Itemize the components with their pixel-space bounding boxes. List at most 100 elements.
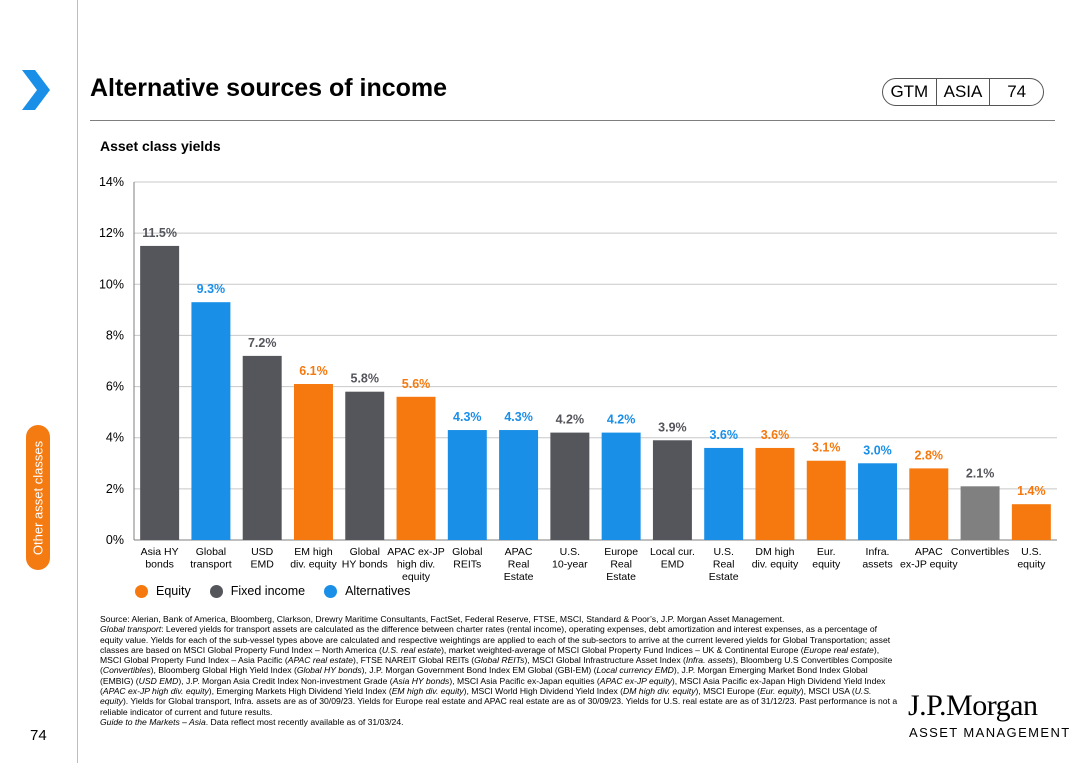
legend-dot-icon	[209, 584, 223, 598]
bar	[806, 460, 846, 540]
chart-legend: Equity Fixed income Alternatives	[135, 584, 429, 598]
bar	[601, 432, 641, 540]
note-run-5: ), MSCI Global Property Fund Index – Asi…	[100, 644, 880, 666]
title-divider	[90, 120, 1055, 121]
bar	[447, 430, 487, 540]
bar	[550, 432, 590, 540]
legend-item: Equity	[135, 584, 191, 598]
section-tab[interactable]: Other asset classes	[26, 425, 50, 570]
x-tick-label: Global HY bonds	[342, 546, 388, 571]
note-run-24: APAC ex-JP high div. equity	[102, 686, 209, 697]
x-tick-line: Global	[350, 546, 380, 558]
bar	[140, 245, 180, 540]
x-tick-label: USD EMD	[251, 546, 275, 571]
note-run-14: Global HY bonds	[296, 665, 362, 676]
x-tick-line: equity	[812, 559, 841, 571]
x-tick-line: Real	[610, 559, 632, 571]
x-tick-line: Estate	[709, 571, 739, 583]
note-run-4: Europe real estate	[803, 644, 874, 655]
x-tick-line: EM high	[294, 546, 333, 558]
x-tick-label: Europe Real Estate	[604, 546, 638, 583]
y-tick-label: 0%	[106, 533, 124, 547]
x-tick-line: U.S.	[1021, 546, 1041, 558]
bar	[499, 430, 539, 540]
x-tick-line: equity	[1017, 559, 1046, 571]
source-notes: Global transport: Levered yields for tra…	[100, 624, 900, 717]
y-tick-label: 8%	[106, 328, 124, 342]
x-tick-line: transport	[190, 559, 232, 571]
gtm-badge: GTM ASIA 74	[882, 78, 1044, 106]
note-run-31: ), MSCI USA (	[800, 686, 855, 697]
x-tick-line: Real	[713, 559, 735, 571]
x-tick-label: U.S. equity	[1017, 546, 1046, 571]
x-tick-line: Eur.	[817, 546, 836, 558]
note-run-0: Global transport	[100, 624, 162, 635]
note-run-32: U.S. equity	[100, 686, 872, 707]
note-run-13: ), Bloomberg Global High Yield Index (	[150, 665, 297, 676]
chart-title: Asset class yields	[100, 138, 221, 154]
note-run-6: APAC real estate	[287, 655, 353, 666]
x-tick-line: APAC	[505, 546, 533, 558]
x-tick-label: Asia HY bonds	[141, 546, 179, 571]
x-tick-line: EMD	[661, 559, 685, 571]
y-tick-label: 6%	[106, 380, 124, 394]
data-label: 7.2%	[248, 336, 277, 350]
x-tick-label: APAC Real Estate	[504, 546, 534, 583]
y-tick-label: 4%	[106, 431, 124, 445]
data-label: 4.2%	[556, 413, 585, 427]
data-label: 4.2%	[607, 413, 636, 427]
x-tick-label: Global REITs	[452, 546, 482, 571]
y-tick-label: 2%	[106, 482, 124, 496]
left-margin-rule	[77, 0, 78, 763]
note-run-1: : Levered yields for transport assets ar…	[100, 624, 891, 655]
data-label: 3.6%	[761, 428, 790, 442]
note-run-33: ). Yields for Global transport, Infra. a…	[100, 696, 898, 717]
badge-region: ASIA	[935, 79, 990, 105]
note-run-3: ), market weighted-average of MSCI Globa…	[441, 644, 804, 655]
x-tick-label: Convertibles	[951, 546, 1009, 558]
x-tick-line: APAC	[915, 546, 943, 558]
note-run-8: Global REITs	[474, 655, 525, 666]
note-run-10: Infra. assets	[685, 655, 733, 666]
bar	[858, 463, 898, 540]
x-tick-line: Asia HY	[141, 546, 179, 558]
data-label: 11.5%	[142, 226, 177, 240]
x-tick-line: Real	[508, 559, 530, 571]
x-tick-label: APAC ex-JP equity	[900, 546, 958, 571]
data-label: 2.8%	[915, 448, 944, 462]
x-tick-line: Global	[196, 546, 226, 558]
bar	[242, 355, 282, 540]
chevron-right-icon	[22, 70, 50, 110]
bar	[960, 486, 1000, 540]
x-tick-label: DM high div. equity	[752, 546, 799, 571]
x-tick-line: bonds	[145, 559, 174, 571]
note-run-15: ), J.P. Morgan Government Bond Index EM …	[361, 665, 597, 676]
note-run-26: EM high div. equity	[391, 686, 464, 697]
legend-label: Alternatives	[345, 584, 411, 598]
page-number: 74	[30, 727, 47, 744]
x-tick-label: Global transport	[190, 546, 232, 571]
x-tick-line: equity	[402, 571, 431, 583]
x-tick-label: U.S. Real Estate	[709, 546, 739, 583]
source-line: Source: Alerian, Bank of America, Bloomb…	[100, 614, 785, 624]
y-tick-label: 14%	[99, 175, 124, 189]
bar	[293, 384, 333, 540]
source-footnote: Source: Alerian, Bank of America, Bloomb…	[100, 614, 900, 727]
note-run-22: APAC ex-JP equity	[599, 675, 672, 686]
x-tick-line: Estate	[504, 571, 534, 583]
guide-note: Guide to the Markets – Asia. Data reflec…	[100, 717, 900, 727]
note-run-20: Asia HY bonds	[392, 675, 450, 686]
x-tick-line: USD	[251, 546, 274, 558]
note-run-2: U.S. real estate	[381, 644, 442, 655]
data-label: 3.1%	[812, 441, 841, 455]
data-label: 4.3%	[504, 410, 533, 424]
data-label: 9.3%	[197, 282, 226, 296]
data-label: 1.4%	[1017, 484, 1046, 498]
x-tick-line: Convertibles	[951, 546, 1009, 558]
x-tick-line: HY bonds	[342, 559, 388, 571]
x-tick-line: Europe	[604, 546, 638, 558]
guide-run-1: . Data reflect most recently available a…	[205, 716, 404, 727]
data-label: 5.6%	[402, 377, 431, 391]
legend-dot-icon	[135, 584, 148, 598]
bar	[755, 447, 795, 540]
